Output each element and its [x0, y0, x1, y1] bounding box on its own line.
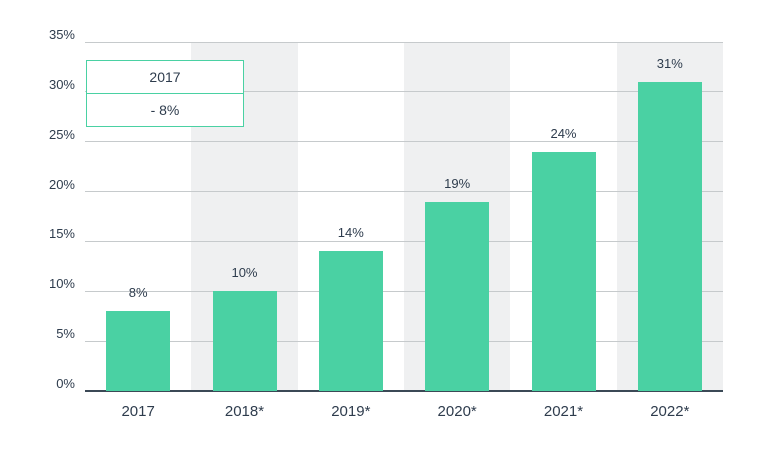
tooltip-divider [87, 93, 243, 94]
y-axis-label-35: 35% [48, 27, 75, 42]
y-axis-label-30: 30% [48, 76, 75, 92]
y-axis-label-25: 25% [48, 126, 75, 142]
gridline-25 [85, 141, 723, 143]
gridline-30 [85, 91, 723, 93]
bar-value-label-2018: 10% [231, 265, 258, 281]
y-axis-label-15: 15% [48, 226, 75, 242]
gridline-5 [85, 340, 723, 342]
gridline-20 [85, 191, 723, 193]
x-axis-label-2019: 2019* [331, 403, 371, 420]
y-axis-label-20: 20% [48, 176, 75, 192]
bar-value-label-2022: 31% [656, 55, 683, 71]
bar-value-label-2020: 19% [444, 175, 471, 191]
x-axis-label-2022: 2022* [650, 403, 690, 420]
gridline-35 [85, 41, 723, 43]
bar-2019[interactable] [318, 251, 383, 391]
bar-value-label-2019: 14% [337, 225, 364, 241]
y-axis-label-0: 0% [56, 376, 75, 391]
bar-2018[interactable] [212, 291, 277, 391]
gridline-15 [85, 240, 723, 242]
bar-2017[interactable] [106, 311, 171, 391]
x-axis-label-2021: 2021* [543, 403, 584, 420]
tooltip-header: 2017 [149, 69, 181, 85]
bar-2020[interactable] [425, 201, 490, 391]
x-axis-label-2020: 2020* [437, 403, 477, 420]
gridline-10 [85, 290, 723, 292]
y-axis-label-5: 5% [56, 326, 75, 342]
bar-value-label-2021: 24% [550, 125, 577, 141]
x-axis-label-2018: 2018* [224, 403, 265, 420]
bar-2022[interactable] [637, 81, 702, 391]
x-axis-line [85, 390, 723, 392]
y-axis-label-10: 10% [48, 276, 75, 292]
tooltip: 2017 - 8% [86, 60, 244, 127]
bar-value-label-2017: 8% [128, 285, 148, 301]
x-axis-label-2017: 2017 [121, 403, 155, 420]
tooltip-value: - 8% [150, 102, 180, 118]
bar-2021[interactable] [531, 151, 596, 391]
